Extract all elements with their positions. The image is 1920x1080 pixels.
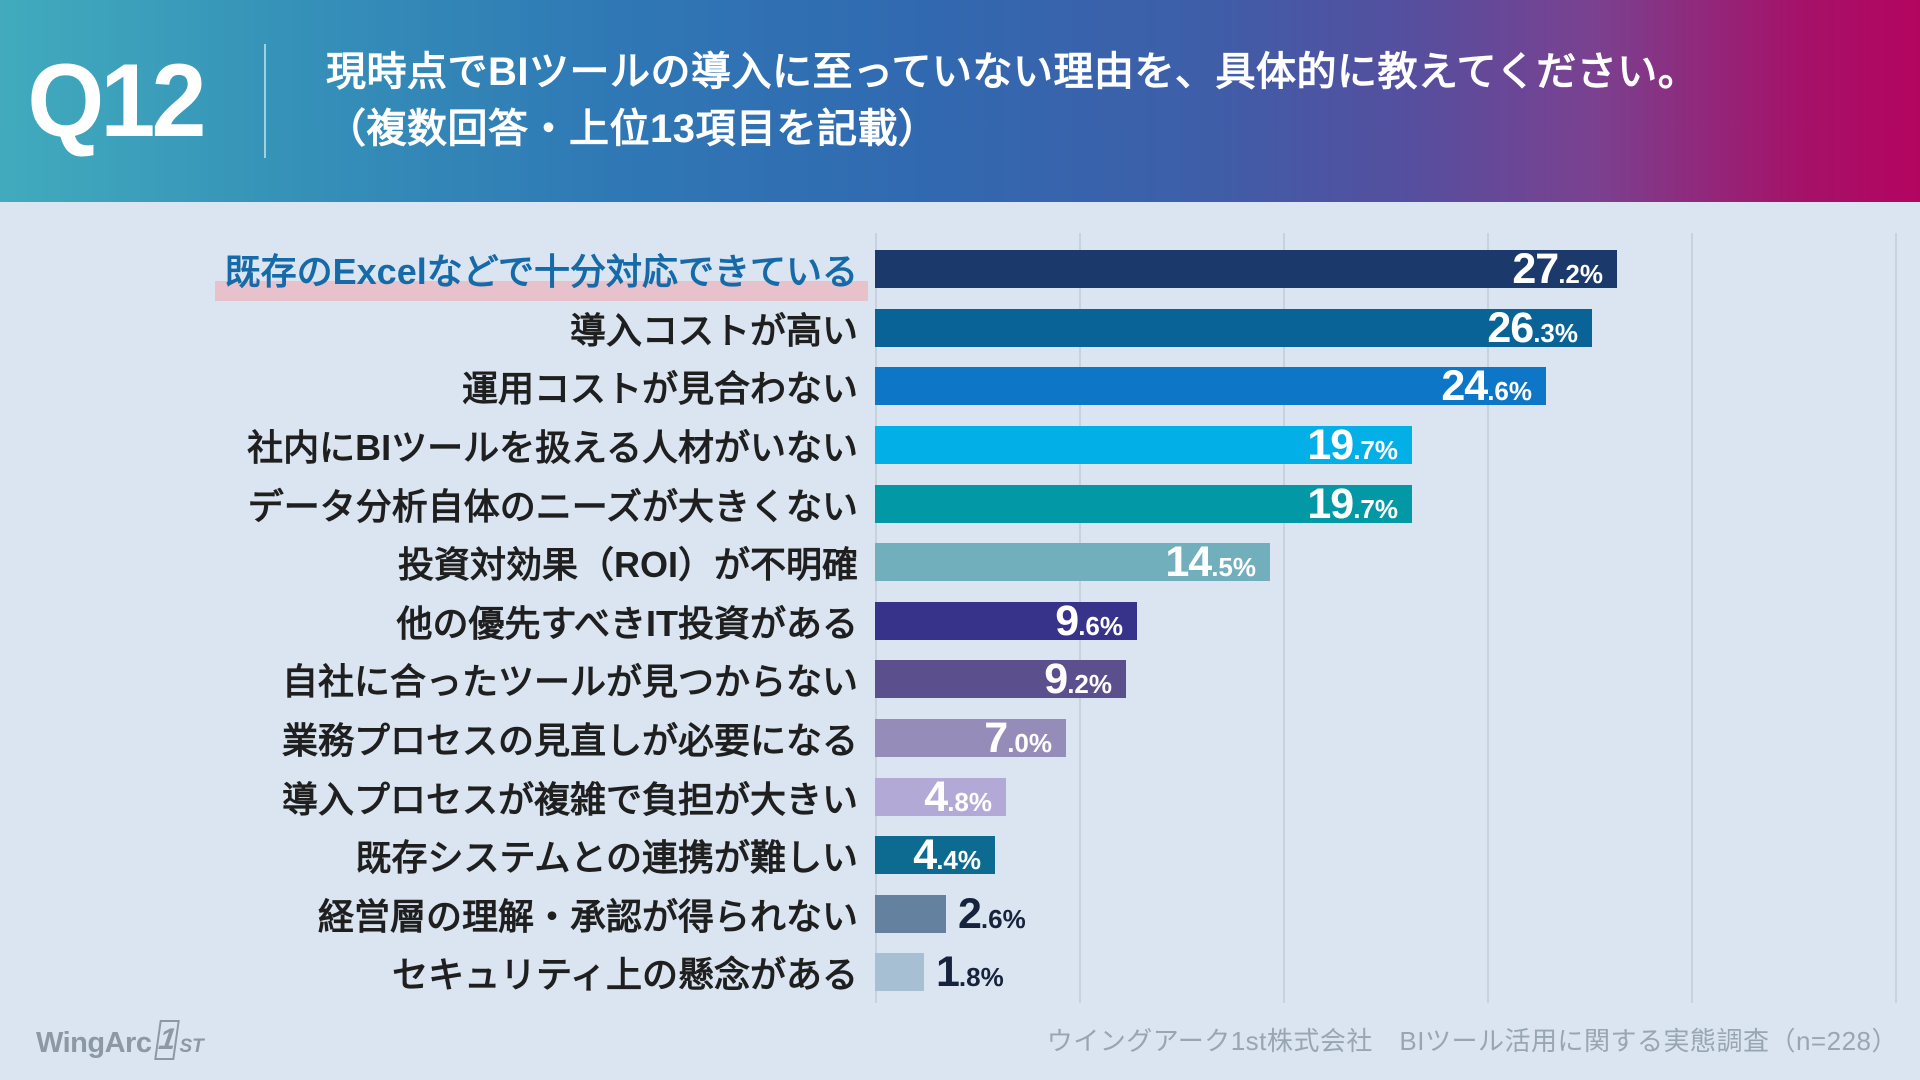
bar	[875, 367, 1546, 406]
header-banner: Q12 現時点でBIツールの導入に至っていない理由を、具体的に教えてください。 …	[0, 0, 1920, 202]
grid-line	[1691, 233, 1693, 1003]
bar-row: 社内にBIツールを扱える人材がいない 19.7%	[0, 416, 1920, 475]
grid-line	[1487, 233, 1489, 1003]
category-label: 導入コストが高い	[569, 309, 858, 351]
bar-track: 19.7%	[875, 474, 1920, 533]
bar	[875, 777, 1006, 816]
chart-rows: 既存のExcelなどで十分対応できている 27.2% 導入コストが高い 26.3% 運用…	[0, 240, 1920, 1002]
header-divider	[264, 44, 266, 158]
bar-track: 2.6%	[875, 885, 1920, 944]
category-label: 社内にBIツールを扱える人材がいない	[247, 427, 858, 469]
bar-row: セキュリティ上の懸念がある 1.8%	[0, 943, 1920, 1002]
question-number: Q12	[27, 42, 206, 159]
category-label: 投資対効果（ROI）が不明確	[397, 544, 858, 586]
value-label: 9.6%	[1055, 596, 1123, 645]
value-label: 2.6%	[958, 889, 1026, 938]
value-label: 9.2%	[1044, 655, 1112, 704]
category-label: 運用コストが見合わない	[461, 368, 858, 410]
bar-track: 9.2%	[875, 650, 1920, 709]
question-line1: 現時点でBIツールの導入に至っていない理由を、具体的に教えてください。	[326, 50, 1699, 95]
wingarc-logo: WingArc 1 ST	[36, 1020, 204, 1060]
question-text: 現時点でBIツールの導入に至っていない理由を、具体的に教えてください。 （複数回…	[326, 44, 1698, 158]
bar	[875, 719, 1066, 758]
bar-track: 24.6%	[875, 357, 1920, 416]
logo-st-text: ST	[179, 1036, 204, 1057]
category-label: 他の優先すべきIT投資がある	[396, 602, 858, 644]
value-label: 24.6%	[1441, 362, 1532, 411]
value-label: 27.2%	[1512, 245, 1603, 294]
bar-row: 既存システムとの連携が難しい 4.4%	[0, 826, 1920, 885]
value-label: 4.8%	[924, 772, 992, 821]
category-label: 自社に合ったツールが見つからない	[281, 661, 858, 703]
value-label: 1.8%	[936, 948, 1004, 997]
bar-track: 19.7%	[875, 416, 1920, 475]
value-label: 14.5%	[1165, 538, 1256, 587]
grid-line	[1895, 233, 1897, 1003]
bar-row: 導入プロセスが複雑で負担が大きい 4.8%	[0, 767, 1920, 826]
bar	[875, 894, 946, 933]
bar-track: 7.0%	[875, 709, 1920, 768]
category-label: 既存のExcelなどで十分対応できている	[0, 243, 868, 302]
bar-track: 9.6%	[875, 592, 1920, 651]
source-text: ウイングアーク1st株式会社 BIツール活用に関する実態調査（n=228）	[1046, 1026, 1898, 1056]
category-label: 既存システムとの連携が難しい	[355, 837, 858, 879]
category-label: セキュリティ上の懸念がある	[392, 954, 858, 996]
bar-track: 1.8%	[875, 943, 1920, 1002]
bar	[875, 484, 1412, 523]
value-label: 19.7%	[1307, 421, 1398, 470]
value-label: 7.0%	[984, 714, 1052, 763]
bar-row: データ分析自体のニーズが大きくない 19.7%	[0, 474, 1920, 533]
bar	[875, 953, 924, 992]
value-label: 26.3%	[1487, 303, 1578, 352]
bar-row: 既存のExcelなどで十分対応できている 27.2%	[0, 240, 1920, 302]
bar	[875, 308, 1592, 347]
category-label: 業務プロセスの見直しが必要になる	[281, 720, 858, 762]
bar-row: 業務プロセスの見直しが必要になる 7.0%	[0, 709, 1920, 768]
bar-track: 27.2%	[875, 240, 1920, 299]
value-label: 19.7%	[1307, 479, 1398, 528]
logo-wing-text: WingArc	[36, 1027, 152, 1059]
bar-row: 導入コストが高い 26.3%	[0, 299, 1920, 358]
logo-one-icon: 1	[154, 1020, 181, 1060]
bar-track: 26.3%	[875, 299, 1920, 358]
bar-row: 経営層の理解・承認が得られない 2.6%	[0, 885, 1920, 944]
bar-chart: 既存のExcelなどで十分対応できている 27.2% 導入コストが高い 26.3% 運用…	[0, 202, 1920, 1012]
bar-row: 他の優先すべきIT投資がある 9.6%	[0, 592, 1920, 651]
bar	[875, 250, 1617, 289]
category-label: 導入プロセスが複雑で負担が大きい	[281, 778, 858, 820]
bar	[875, 601, 1137, 640]
bar	[875, 426, 1412, 465]
category-label: 経営層の理解・承認が得られない	[317, 895, 858, 937]
value-label: 4.4%	[913, 831, 981, 880]
bar-track: 4.8%	[875, 767, 1920, 826]
category-label: データ分析自体のニーズが大きくない	[247, 485, 858, 527]
bar	[875, 543, 1270, 582]
bar-row: 運用コストが見合わない 24.6%	[0, 357, 1920, 416]
bar-track: 4.4%	[875, 826, 1920, 885]
bar	[875, 836, 995, 875]
footer: WingArc 1 ST ウイングアーク1st株式会社 BIツール活用に関する実…	[0, 1012, 1920, 1080]
grid-line	[1283, 233, 1285, 1003]
bar-row: 自社に合ったツールが見つからない 9.2%	[0, 650, 1920, 709]
bar	[875, 660, 1126, 699]
question-line2: （複数回答・上位13項目を記載）	[326, 107, 939, 151]
bar-row: 投資対効果（ROI）が不明確 14.5%	[0, 533, 1920, 592]
bar-track: 14.5%	[875, 533, 1920, 592]
